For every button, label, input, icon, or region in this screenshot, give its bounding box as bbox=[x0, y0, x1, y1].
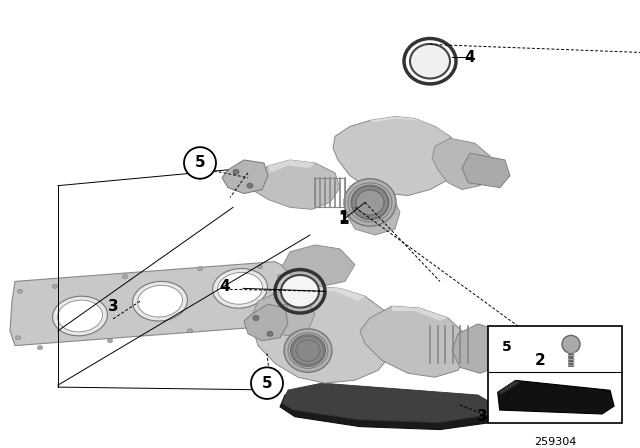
Text: 5: 5 bbox=[502, 340, 511, 354]
Polygon shape bbox=[10, 262, 295, 345]
Ellipse shape bbox=[52, 296, 108, 336]
Polygon shape bbox=[285, 286, 365, 301]
Ellipse shape bbox=[257, 265, 262, 269]
Ellipse shape bbox=[291, 335, 326, 366]
Polygon shape bbox=[252, 286, 395, 383]
Polygon shape bbox=[370, 116, 450, 136]
Text: 5: 5 bbox=[195, 155, 205, 170]
Ellipse shape bbox=[15, 336, 20, 340]
Text: 3: 3 bbox=[477, 409, 487, 424]
Polygon shape bbox=[498, 380, 520, 394]
Ellipse shape bbox=[122, 275, 127, 279]
Ellipse shape bbox=[351, 185, 389, 220]
Ellipse shape bbox=[278, 275, 282, 279]
Ellipse shape bbox=[282, 304, 287, 308]
Polygon shape bbox=[360, 306, 468, 377]
Bar bbox=[488, 327, 622, 423]
Ellipse shape bbox=[218, 272, 262, 304]
Ellipse shape bbox=[233, 169, 239, 174]
Ellipse shape bbox=[410, 44, 450, 78]
Circle shape bbox=[562, 336, 580, 353]
Polygon shape bbox=[452, 324, 505, 373]
Circle shape bbox=[184, 147, 216, 179]
Ellipse shape bbox=[344, 179, 396, 226]
Polygon shape bbox=[333, 116, 460, 195]
Text: 5: 5 bbox=[262, 376, 272, 391]
Ellipse shape bbox=[253, 319, 257, 323]
Ellipse shape bbox=[138, 285, 182, 317]
Polygon shape bbox=[252, 291, 315, 336]
Circle shape bbox=[251, 367, 283, 399]
Ellipse shape bbox=[281, 275, 319, 308]
Polygon shape bbox=[462, 153, 510, 188]
Ellipse shape bbox=[52, 284, 58, 289]
Ellipse shape bbox=[17, 289, 22, 293]
Polygon shape bbox=[345, 195, 400, 235]
Bar bbox=[315, 178, 345, 207]
Polygon shape bbox=[282, 383, 498, 422]
Polygon shape bbox=[498, 380, 614, 414]
Ellipse shape bbox=[188, 329, 193, 333]
Ellipse shape bbox=[247, 183, 253, 188]
Ellipse shape bbox=[38, 345, 42, 349]
Text: 2: 2 bbox=[534, 353, 545, 368]
Text: 1: 1 bbox=[339, 210, 349, 225]
Ellipse shape bbox=[356, 190, 384, 215]
Ellipse shape bbox=[253, 315, 259, 320]
Ellipse shape bbox=[198, 267, 202, 271]
Ellipse shape bbox=[108, 339, 113, 343]
Polygon shape bbox=[222, 160, 268, 194]
Ellipse shape bbox=[267, 332, 273, 336]
Text: 3: 3 bbox=[108, 299, 118, 314]
Ellipse shape bbox=[212, 268, 268, 308]
Polygon shape bbox=[392, 306, 448, 321]
Polygon shape bbox=[252, 160, 340, 209]
Polygon shape bbox=[244, 304, 288, 340]
Text: 4: 4 bbox=[220, 279, 230, 294]
Text: 4: 4 bbox=[465, 50, 476, 65]
Polygon shape bbox=[280, 387, 500, 430]
Text: 259304: 259304 bbox=[534, 437, 576, 447]
Polygon shape bbox=[268, 160, 315, 173]
Text: 1: 1 bbox=[339, 212, 349, 227]
Polygon shape bbox=[432, 138, 492, 190]
Ellipse shape bbox=[284, 329, 332, 372]
Ellipse shape bbox=[132, 281, 188, 321]
Polygon shape bbox=[282, 245, 355, 286]
Ellipse shape bbox=[58, 300, 102, 332]
